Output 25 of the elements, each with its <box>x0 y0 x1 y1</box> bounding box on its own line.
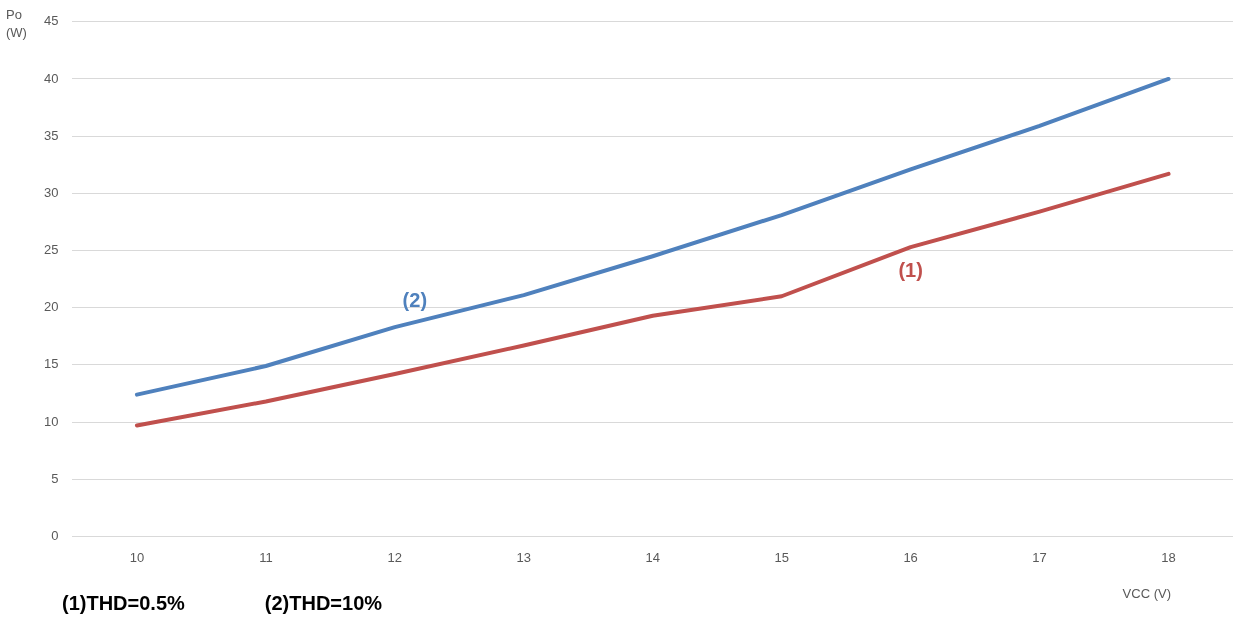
x-tick-label: 16 <box>903 549 918 565</box>
x-tick-label: 13 <box>516 549 532 565</box>
x-tick-label: 12 <box>387 549 403 565</box>
x-tick-label: 18 <box>1161 549 1176 565</box>
x-tick-label: 14 <box>645 549 660 565</box>
y-tick-label: 40 <box>43 70 59 86</box>
series-label: (2) <box>402 289 428 312</box>
y-tick-label: 45 <box>43 13 59 29</box>
x-tick-label: 17 <box>1032 549 1047 565</box>
x-axis-title: VCC (V) <box>1122 586 1171 601</box>
series-label: (1) <box>898 259 923 282</box>
x-tick-label: 10 <box>129 549 145 565</box>
y-tick-label: 35 <box>43 127 59 143</box>
x-tick-label: 11 <box>259 549 273 565</box>
y-tick-label: 10 <box>43 413 59 429</box>
y-tick-label: 30 <box>43 184 59 200</box>
y-tick-label: 5 <box>51 470 59 486</box>
y-tick-label: 20 <box>43 299 59 315</box>
y-axis-title: Po (W) <box>6 6 27 42</box>
text: (1)THD=0.5% <box>62 592 185 614</box>
y-tick-label: 15 <box>43 356 59 372</box>
x-tick-label: 15 <box>774 549 789 565</box>
y-tick-label: 0 <box>51 527 59 543</box>
text: (2)THD=10% <box>264 592 383 614</box>
y-tick-label: 25 <box>43 242 59 258</box>
